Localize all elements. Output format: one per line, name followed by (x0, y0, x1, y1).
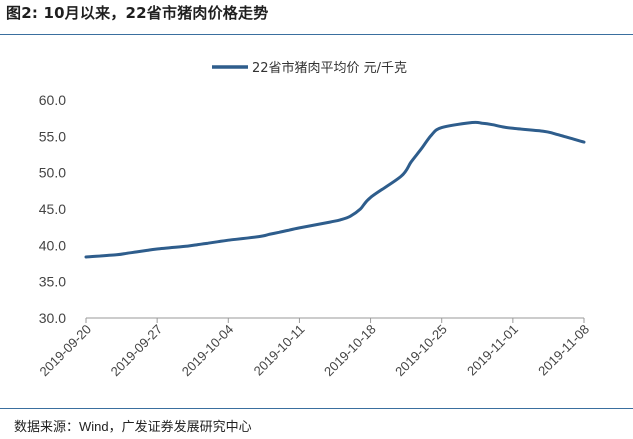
y-tick-label: 35.0 (39, 274, 66, 290)
chart-legend: 22省市猪肉平均价 元/千克 (212, 60, 407, 76)
y-axis: 30.0 35.0 40.0 45.0 50.0 55.0 60.0 (39, 92, 66, 326)
series-line (84, 120, 586, 259)
source-divider (0, 408, 633, 409)
figure-title: 图2: 10月以来，22省市猪肉价格走势 (6, 4, 269, 22)
title-divider (0, 34, 633, 35)
x-tick-label: 2019-11-08 (535, 322, 592, 379)
data-source-note: 数据来源：Wind，广发证券发展研究中心 (14, 416, 252, 435)
x-tick-label: 2019-10-18 (321, 322, 379, 380)
source-brand: Wind (79, 419, 109, 434)
source-suffix: ，广发证券发展研究中心 (108, 420, 252, 435)
x-tick-label: 2019-10-25 (392, 322, 450, 380)
y-tick-label: 40.0 (39, 237, 66, 253)
x-axis: 2019-09-20 2019-09-27 2019-10-04 2019-10-11… (36, 317, 592, 380)
y-tick-label: 60.0 (39, 92, 66, 108)
x-tick-label: 2019-09-20 (36, 322, 94, 380)
x-tick-label: 2019-10-11 (251, 322, 308, 379)
x-tick-label: 2019-11-01 (464, 322, 521, 379)
y-tick-label: 50.0 (39, 165, 66, 181)
y-tick-label: 55.0 (39, 128, 66, 144)
legend-label: 22省市猪肉平均价 元/千克 (252, 60, 407, 76)
source-prefix: 数据来源： (14, 420, 80, 435)
y-tick-label: 45.0 (39, 201, 66, 217)
y-tick-label: 30.0 (39, 310, 66, 326)
x-tick-label: 2019-10-04 (179, 322, 237, 380)
x-tick-label: 2019-09-27 (108, 322, 166, 380)
